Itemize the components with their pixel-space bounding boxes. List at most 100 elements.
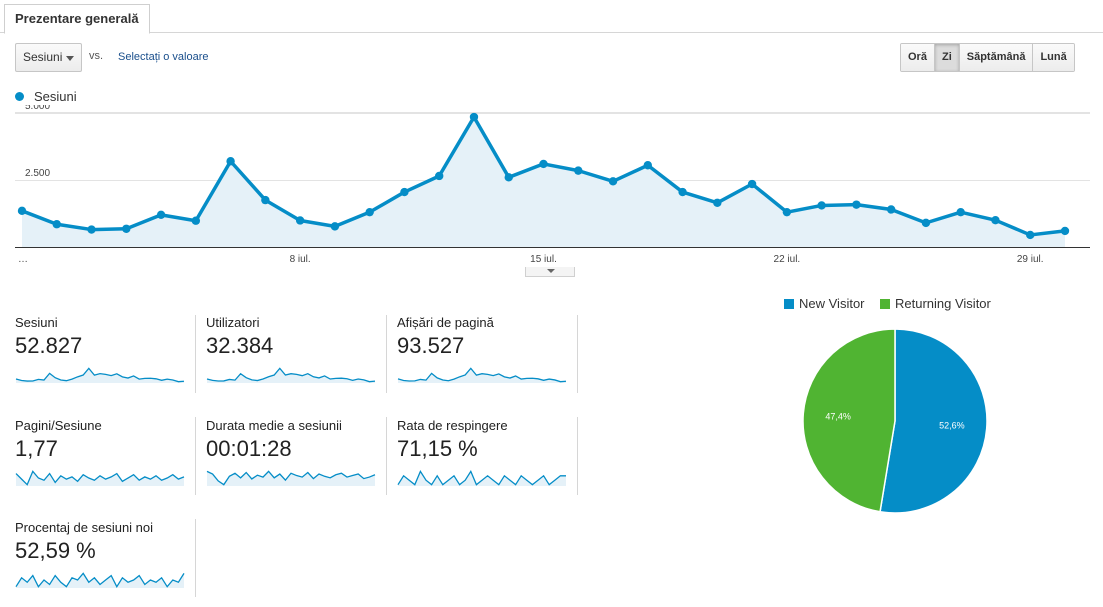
sparkline-area <box>16 573 184 588</box>
sparkline-line <box>15 572 185 588</box>
y-tick-label: 2.500 <box>25 168 50 179</box>
sparkline-area <box>398 471 566 486</box>
x-tick-label: 29 iul. <box>1017 254 1044 265</box>
sparkline-line <box>397 367 567 383</box>
data-point[interactable] <box>574 166 583 175</box>
metric-sessions: Sesiuni 52.827 <box>15 315 196 395</box>
metric-sparkline <box>397 367 567 383</box>
data-point[interactable] <box>713 198 722 207</box>
data-point[interactable] <box>643 161 652 170</box>
data-point[interactable] <box>261 195 270 205</box>
x-tick-label: 22 iul. <box>774 254 801 265</box>
metric-value: 71,15 % <box>397 436 478 461</box>
metric-label: Pagini/Sesiune <box>15 418 102 433</box>
tab-bar: Prezentare generală <box>0 0 1103 34</box>
x-tick-label: 8 iul. <box>290 254 311 265</box>
data-point[interactable] <box>52 220 61 229</box>
divider <box>195 417 196 495</box>
series-legend-dot <box>15 92 24 101</box>
data-point[interactable] <box>191 216 201 225</box>
data-point[interactable] <box>17 206 27 216</box>
data-point[interactable] <box>435 171 444 181</box>
pie-legend-new: New Visitor <box>784 296 865 311</box>
compare-metric-link[interactable]: Selectați o valoare <box>118 51 209 63</box>
metric-label: Sesiuni <box>15 315 58 330</box>
sparkline-area <box>207 471 375 486</box>
data-point[interactable] <box>295 216 305 225</box>
data-point[interactable] <box>678 187 687 197</box>
data-point[interactable] <box>156 210 166 220</box>
metric-sparkline <box>206 470 376 486</box>
data-point[interactable] <box>539 159 548 169</box>
data-point[interactable] <box>817 201 826 210</box>
pie-slice-label: 52,6% <box>939 421 965 431</box>
sparkline-line <box>15 470 185 486</box>
data-point[interactable] <box>504 173 513 182</box>
data-point[interactable] <box>991 216 1000 225</box>
period-week-button[interactable]: Săptămână <box>958 44 1033 71</box>
x-tick-label: 15 iul. <box>530 254 557 265</box>
metric-users: Utilizatori 32.384 <box>206 315 387 395</box>
series-area <box>22 117 1065 247</box>
metric-sparkline <box>15 572 185 588</box>
metric-sparkline <box>15 470 185 486</box>
x-tick-label: … <box>18 254 28 265</box>
sparkline-line <box>15 367 185 383</box>
pie-legend-returning: Returning Visitor <box>880 296 991 311</box>
divider <box>386 315 387 393</box>
data-point[interactable] <box>87 225 96 234</box>
data-point[interactable] <box>782 207 792 217</box>
data-point[interactable] <box>365 207 374 217</box>
legend-swatch <box>784 298 794 309</box>
data-point[interactable] <box>886 205 896 214</box>
period-day-button[interactable]: Zi <box>933 44 959 71</box>
sparkline-area <box>16 368 184 383</box>
metric-sparkline <box>397 469 566 486</box>
data-point[interactable] <box>1060 226 1070 236</box>
vs-label: vs. <box>89 50 104 62</box>
chevron-down-icon <box>547 269 555 273</box>
metric-select[interactable]: Sesiuni <box>15 43 82 72</box>
data-point[interactable] <box>921 218 931 228</box>
legend-label: Returning Visitor <box>895 296 991 311</box>
period-month-button[interactable]: Lună <box>1032 44 1074 71</box>
metric-value: 1,77 <box>15 436 58 461</box>
data-point[interactable] <box>956 207 965 217</box>
metric-label: Afișări de pagină <box>397 315 494 330</box>
data-point[interactable] <box>330 222 340 231</box>
metric-value: 52.827 <box>15 333 83 358</box>
period-selector: Oră Zi Săptămână Lună <box>900 43 1075 72</box>
data-point[interactable] <box>122 224 131 233</box>
data-point[interactable] <box>469 112 479 122</box>
chart-expand-toggle[interactable] <box>525 267 575 277</box>
pie-slice-returning-visitor[interactable] <box>802 328 896 513</box>
data-point[interactable] <box>400 187 409 197</box>
metric-value: 52,59 % <box>15 538 96 563</box>
data-point[interactable] <box>226 157 235 166</box>
metric-label: Procentaj de sesiuni noi <box>15 520 154 535</box>
divider <box>195 315 196 393</box>
divider <box>577 417 578 495</box>
metric-sparkline <box>206 367 376 383</box>
metric-label: Durata medie a sesiunii <box>206 418 342 433</box>
data-point[interactable] <box>852 200 861 209</box>
metric-label: Utilizatori <box>206 315 260 330</box>
sessions-line-chart: 5.000 2.500 … 8 iul. 15 iul. 22 iul. 29 iul. <box>15 105 1090 265</box>
data-point[interactable] <box>1026 230 1035 240</box>
data-point[interactable] <box>608 177 618 186</box>
divider <box>195 519 196 597</box>
data-point[interactable] <box>747 179 757 189</box>
sparkline-line <box>397 469 566 486</box>
metric-sparkline <box>15 367 185 383</box>
pie-slice-new-visitor[interactable] <box>879 328 988 514</box>
metric-value: 00:01:28 <box>206 436 292 461</box>
metric-select-value: Sesiuni <box>23 50 63 64</box>
sparkline-line <box>206 470 376 486</box>
sparkline-line <box>206 367 376 383</box>
pie-slice-label: 47,4% <box>825 411 851 421</box>
metric-label: Rata de respingere <box>397 418 508 433</box>
metric-pageviews: Afișări de pagină 93.527 <box>397 315 578 395</box>
tab-overview[interactable]: Prezentare generală <box>4 4 150 34</box>
period-hour-button[interactable]: Oră <box>901 44 934 71</box>
